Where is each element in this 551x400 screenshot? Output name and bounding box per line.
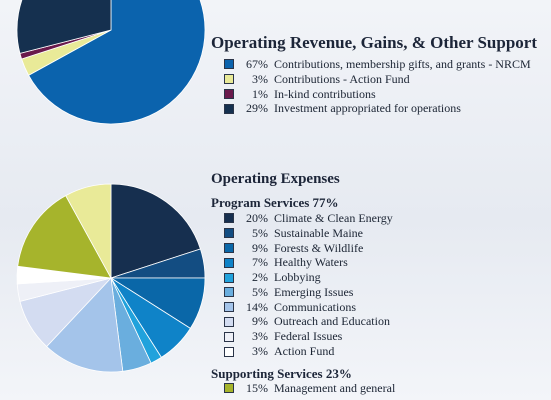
program-legend-item: 2% Lobbying (224, 270, 393, 285)
supporting-legend-item: 15% Management and general (224, 381, 395, 396)
legend-label: In-kind contributions (274, 86, 376, 101)
program-services-heading: Program Services 77% (211, 195, 339, 210)
legend-swatch (224, 242, 234, 253)
program-legend-item: 7% Healthy Waters (224, 255, 393, 270)
expenses-chart-title: Operating Expenses (211, 171, 340, 187)
legend-swatch (224, 272, 234, 283)
expenses-slice-4 (110, 277, 162, 364)
expenses-slice-1 (110, 248, 206, 279)
legend-swatch (224, 316, 234, 327)
supporting-services-legend: 15% Management and general (224, 381, 395, 396)
legend-label: Contributions - Action Fund (274, 71, 410, 86)
expenses-slice-11 (65, 183, 112, 279)
program-legend-item: 20% Climate & Clean Energy (224, 211, 393, 226)
legend-swatch (224, 346, 234, 357)
legend-swatch (224, 213, 234, 224)
legend-percent: 5% (252, 284, 268, 299)
legend-swatch (224, 59, 234, 70)
revenue-legend-item: 29% Investment appropriated for operation… (224, 101, 531, 116)
legend-label: Healthy Waters (274, 255, 348, 270)
legend-swatch (224, 331, 234, 342)
program-services-legend: 20% Climate & Clean Energy 5% Sustainable M… (224, 211, 393, 359)
legend-percent: 67% (246, 56, 268, 71)
legend-label: Lobbying (274, 270, 321, 285)
legend-swatch (224, 257, 234, 268)
legend-label: Sustainable Maine (274, 225, 363, 240)
revenue-slice-1 (21, 29, 112, 76)
expenses-slice-10 (17, 195, 112, 279)
legend-percent: 7% (252, 255, 268, 270)
legend-percent: 9% (252, 314, 268, 329)
legend-percent: 2% (252, 270, 268, 285)
expenses-slice-6 (46, 277, 124, 373)
legend-label: Forests & Wildlife (274, 240, 364, 255)
legend-label: Management and general (274, 380, 396, 395)
legend-label: Investment appropriated for operations (274, 101, 461, 116)
expenses-slice-0 (110, 183, 201, 279)
program-legend-item: 9% Outreach and Education (224, 314, 393, 330)
legend-label: Climate & Clean Energy (274, 210, 393, 225)
legend-swatch (224, 287, 234, 298)
expenses-slice-2 (109, 277, 206, 329)
legend-label: Contributions, membership gifts, and gra… (274, 56, 531, 71)
legend-swatch (224, 302, 234, 313)
legend-percent: 20% (246, 210, 268, 225)
program-legend-item: 5% Sustainable Maine (224, 226, 393, 241)
revenue-slice-3 (16, 0, 112, 54)
legend-percent: 3% (252, 344, 268, 359)
legend-percent: 14% (246, 299, 268, 314)
revenue-legend-item: 67% Contributions, membership gifts, and … (224, 57, 531, 72)
legend-label: Action Fund (274, 344, 335, 359)
legend-swatch (224, 74, 234, 85)
revenue-chart-title: Operating Revenue, Gains, & Other Suppor… (211, 33, 538, 52)
legend-percent: 3% (252, 71, 268, 86)
expenses-slice-9 (16, 265, 112, 285)
expenses-slice-5 (110, 277, 152, 372)
legend-percent: 29% (246, 101, 268, 116)
revenue-legend-item: 1% In-kind contributions (224, 87, 531, 102)
expenses-slice-3 (110, 277, 191, 358)
revenue-legend: 67% Contributions, membership gifts, and … (224, 57, 531, 116)
expenses-slice-7 (19, 277, 113, 348)
legend-swatch (224, 103, 234, 114)
legend-percent: 1% (252, 86, 268, 101)
revenue-legend-item: 3% Contributions - Action Fund (224, 72, 531, 87)
expenses-slice-8 (16, 277, 112, 302)
revenue-slice-0 (28, 0, 206, 125)
legend-swatch (224, 228, 234, 239)
program-legend-item: 9% Forests & Wildlife (224, 241, 393, 256)
revenue-slice-2 (19, 29, 112, 60)
legend-label: Emerging Issues (274, 284, 354, 299)
program-legend-item: 14% Communications (224, 300, 393, 315)
supporting-services-heading: Supporting Services 23% (211, 366, 352, 381)
legend-label: Communications (274, 299, 356, 314)
program-legend-item: 3% Federal Issues (224, 329, 393, 344)
legend-percent: 3% (252, 329, 268, 344)
program-legend-item: 5% Emerging Issues (224, 285, 393, 300)
legend-percent: 9% (252, 240, 268, 255)
legend-swatch (224, 88, 234, 99)
legend-percent: 15% (246, 380, 268, 395)
legend-label: Outreach and Education (274, 314, 390, 329)
legend-label: Federal Issues (274, 329, 343, 344)
legend-swatch (224, 383, 234, 394)
program-legend-item: 3% Action Fund (224, 344, 393, 359)
legend-percent: 5% (252, 225, 268, 240)
